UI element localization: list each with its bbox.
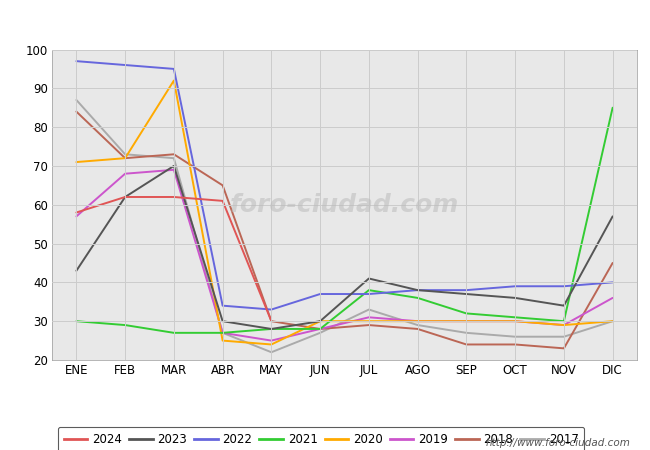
Legend: 2024, 2023, 2022, 2021, 2020, 2019, 2018, 2017: 2024, 2023, 2022, 2021, 2020, 2019, 2018… (58, 427, 584, 450)
Text: http://www.foro-ciudad.com: http://www.foro-ciudad.com (486, 438, 630, 448)
Text: foro-ciudad.com: foro-ciudad.com (230, 193, 459, 217)
Text: Afiliados en Camarena de la Sierra a 31/5/2024: Afiliados en Camarena de la Sierra a 31/… (129, 11, 521, 29)
